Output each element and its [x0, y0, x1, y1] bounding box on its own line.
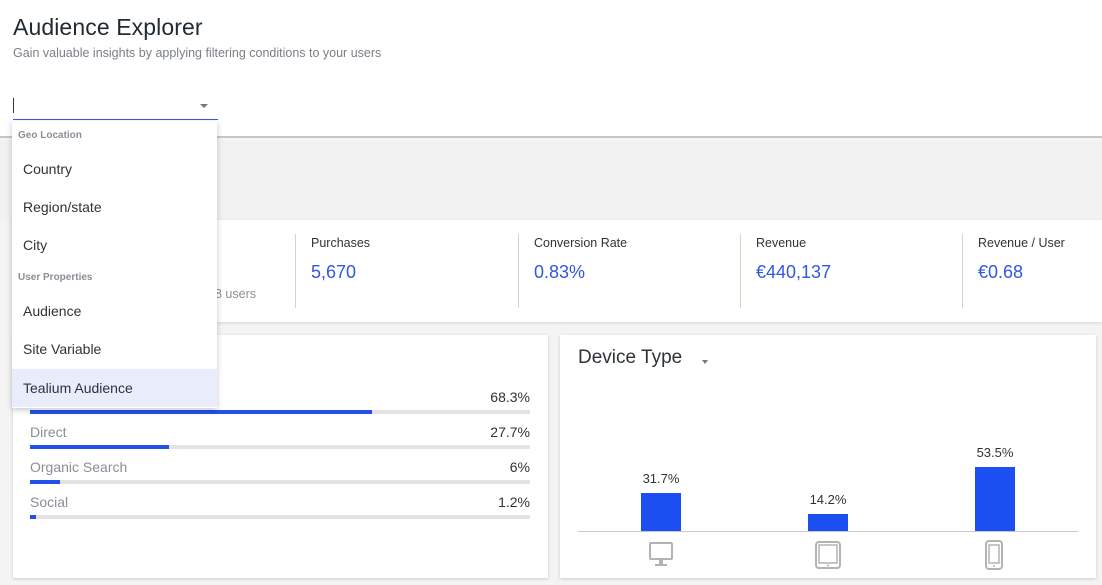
- channel-name: Social: [30, 494, 69, 510]
- page-title: Audience Explorer: [13, 14, 203, 40]
- chevron-down-icon[interactable]: [200, 104, 208, 108]
- text-cursor: [13, 98, 14, 113]
- device-type-title[interactable]: Device Type: [578, 347, 683, 368]
- kpi-conversion-rate: Conversion Rate 0.83%: [518, 234, 627, 308]
- filter-condition-select[interactable]: [13, 92, 218, 120]
- kpi-revenue-per-user: Revenue / User €0.68: [962, 234, 1065, 308]
- kpi-value: 5,670: [311, 262, 357, 282]
- channel-row: 68.3%: [30, 389, 530, 424]
- channel-progress-track: [30, 445, 530, 449]
- dropdown-group-geo-location: Geo Location: [18, 130, 82, 141]
- dropdown-item-region-state[interactable]: Region/state: [23, 199, 102, 215]
- kpi-value: €440,137: [756, 262, 832, 282]
- dropdown-item-country[interactable]: Country: [23, 161, 73, 177]
- channel-progress-track: [30, 515, 530, 519]
- chevron-down-icon[interactable]: [702, 360, 708, 364]
- dropdown-item-city[interactable]: City: [23, 237, 48, 253]
- desktop-icon: [649, 542, 673, 566]
- channel-progress-fill: [30, 480, 60, 484]
- device-bar-label-desktop: 31.7%: [642, 470, 680, 486]
- channel-progress-fill: [30, 515, 36, 519]
- channel-name: Direct: [30, 424, 67, 440]
- channel-row: Organic Search 6%: [30, 459, 530, 494]
- device-bar-desktop: [641, 492, 681, 531]
- device-bar-tablet: [808, 513, 848, 531]
- chart-baseline: [578, 531, 1078, 532]
- mobile-icon: [985, 540, 1003, 570]
- kpi-value: €0.68: [978, 262, 1024, 282]
- dropdown-group-user-properties: User Properties: [18, 272, 93, 283]
- page-subtitle: Gain valuable insights by applying filte…: [13, 46, 382, 60]
- dropdown-item-tealium-audience[interactable]: Tealium Audience: [12, 369, 217, 407]
- kpi-revenue: Revenue €440,137: [740, 234, 831, 308]
- channel-progress-track: [30, 410, 530, 414]
- device-bar-label-mobile: 53.5%: [976, 444, 1014, 460]
- device-bar-mobile: [975, 466, 1015, 531]
- tablet-icon: [815, 541, 841, 569]
- channel-name: Organic Search: [30, 459, 128, 475]
- device-type-card: Device Type 31.7% 14.2% 53.5%: [560, 335, 1096, 578]
- kpi-label: Revenue / User: [978, 236, 1065, 250]
- channel-progress-fill: [30, 410, 372, 414]
- channel-row: Social 1.2%: [30, 494, 530, 529]
- channel-progress-track: [30, 480, 530, 484]
- kpi-label: Revenue: [756, 236, 807, 250]
- kpi-label: Conversion Rate: [534, 236, 628, 250]
- channel-percent: 1.2%: [498, 494, 530, 510]
- kpi-purchases: Purchases 5,670: [295, 234, 370, 308]
- channel-percent: 6%: [509, 459, 530, 475]
- filter-dropdown-menu: Geo Location Country Region/state City U…: [12, 121, 217, 408]
- channel-progress-fill: [30, 445, 169, 449]
- kpi-value: 0.83%: [534, 262, 586, 282]
- channel-row: Direct 27.7%: [30, 424, 530, 459]
- dropdown-item-site-variable[interactable]: Site Variable: [23, 341, 102, 357]
- device-bar-label-tablet: 14.2%: [809, 491, 847, 507]
- kpi-label: Purchases: [311, 236, 371, 250]
- page-header: Audience Explorer Gain valuable insights…: [0, 0, 1102, 138]
- channel-percent: 27.7%: [490, 424, 530, 440]
- dropdown-item-audience[interactable]: Audience: [23, 303, 82, 319]
- kpi-users-partial: 8 users: [215, 287, 256, 301]
- channel-percent: 68.3%: [490, 389, 530, 405]
